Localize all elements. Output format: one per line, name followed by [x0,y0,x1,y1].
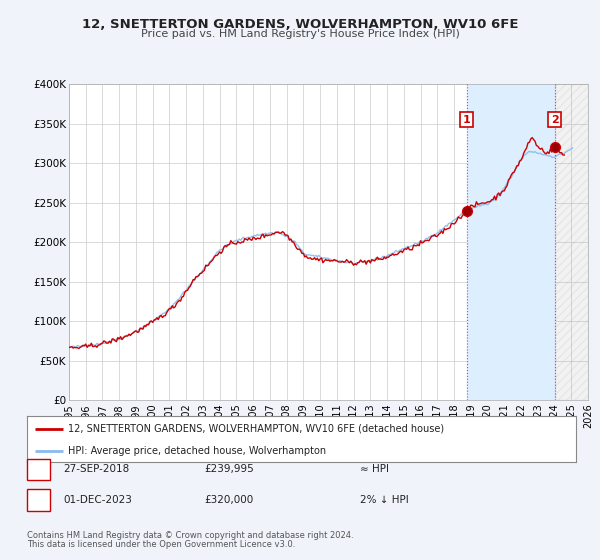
Bar [467,84,554,400]
Text: 2% ↓ HPI: 2% ↓ HPI [360,494,409,505]
Text: This data is licensed under the Open Government Licence v3.0.: This data is licensed under the Open Gov… [27,540,295,549]
Text: 12, SNETTERTON GARDENS, WOLVERHAMPTON, WV10 6FE: 12, SNETTERTON GARDENS, WOLVERHAMPTON, W… [82,18,518,31]
Text: 2: 2 [551,115,559,124]
Text: 01-DEC-2023: 01-DEC-2023 [63,494,132,505]
Text: ≈ HPI: ≈ HPI [360,464,389,474]
Text: 12, SNETTERTON GARDENS, WOLVERHAMPTON, WV10 6FE (detached house): 12, SNETTERTON GARDENS, WOLVERHAMPTON, W… [68,424,444,434]
Text: Price paid vs. HM Land Registry's House Price Index (HPI): Price paid vs. HM Land Registry's House … [140,29,460,39]
Text: 27-SEP-2018: 27-SEP-2018 [63,464,129,474]
Text: £320,000: £320,000 [204,494,253,505]
Text: Contains HM Land Registry data © Crown copyright and database right 2024.: Contains HM Land Registry data © Crown c… [27,531,353,540]
Bar [554,84,588,400]
Text: HPI: Average price, detached house, Wolverhampton: HPI: Average price, detached house, Wolv… [68,446,326,455]
Text: £239,995: £239,995 [204,464,254,474]
Text: 1: 1 [35,464,42,474]
Text: 1: 1 [463,115,470,124]
Text: 2: 2 [35,494,42,505]
